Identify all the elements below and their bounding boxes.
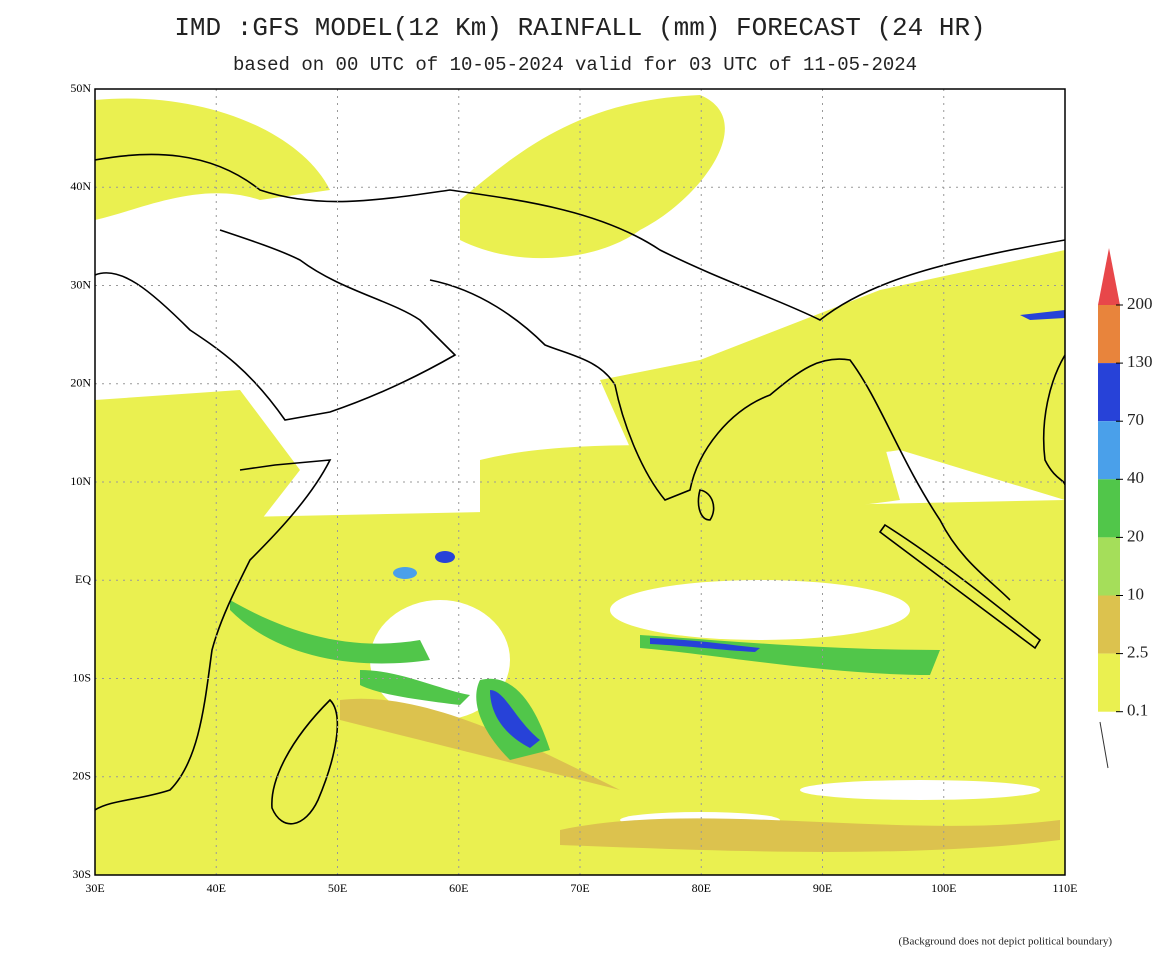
colorbar-swatch xyxy=(1098,653,1120,712)
rain-band xyxy=(360,670,470,705)
rain-field xyxy=(560,818,1060,852)
coastline xyxy=(878,523,1042,650)
rain-band xyxy=(230,600,430,664)
colorbar-triangle xyxy=(1098,248,1120,305)
colorbar-swatch xyxy=(1098,363,1120,422)
dry-area xyxy=(610,580,910,640)
lon-label: 30E xyxy=(85,881,104,895)
subtitle: based on 00 UTC of 10-05-2024 valid for … xyxy=(233,54,917,76)
graticule xyxy=(95,89,1065,875)
colorbar-label: 20 xyxy=(1127,526,1144,545)
coastline xyxy=(271,698,339,825)
lat-label: 20N xyxy=(70,376,91,390)
coastline xyxy=(429,279,1011,601)
lon-label: 70E xyxy=(570,881,589,895)
coastline xyxy=(1042,354,1065,486)
colorbar-label: 10 xyxy=(1127,584,1144,603)
colorbar-label: 130 xyxy=(1127,352,1153,371)
coastline xyxy=(697,489,715,521)
rain-field xyxy=(460,95,725,259)
lat-label: 30S xyxy=(72,867,91,881)
lat-label: 20S xyxy=(72,769,91,783)
lon-label: 100E xyxy=(931,881,956,895)
rain-core xyxy=(435,551,455,563)
lon-label: 80E xyxy=(692,881,711,895)
lon-label: 40E xyxy=(207,881,226,895)
colorbar-label: 200 xyxy=(1127,294,1153,313)
lat-label: 10N xyxy=(70,474,91,488)
dry-area xyxy=(800,780,1040,800)
colorbar-swatch xyxy=(1098,595,1120,654)
coastline xyxy=(95,153,1065,321)
lat-label: EQ xyxy=(75,572,91,586)
colorbar-label: 2.5 xyxy=(1127,643,1148,662)
title: IMD :GFS MODEL(12 Km) RAINFALL (mm) FORE… xyxy=(174,13,985,43)
lat-label: 50N xyxy=(70,81,91,95)
colorbar-pointer xyxy=(1099,721,1109,769)
colorbar-swatch xyxy=(1098,421,1120,480)
colorbar-label: 0.1 xyxy=(1127,701,1148,720)
rain-field xyxy=(480,430,900,520)
colorbar-label: 70 xyxy=(1127,410,1144,429)
coastline xyxy=(95,229,457,421)
lon-label: 90E xyxy=(813,881,832,895)
lat-label: 30N xyxy=(70,277,91,291)
lon-label: 50E xyxy=(328,881,347,895)
lat-label: 10S xyxy=(72,670,91,684)
map-area xyxy=(95,89,1065,875)
colorbar-swatch xyxy=(1098,479,1120,538)
footnote: (Background does not depict political bo… xyxy=(898,936,1112,948)
colorbar-label: 40 xyxy=(1127,468,1144,487)
lon-label: 60E xyxy=(449,881,468,895)
rain-field xyxy=(95,98,330,220)
rain-core xyxy=(393,567,417,579)
colorbar-swatch xyxy=(1098,537,1120,596)
rain-core xyxy=(1020,310,1065,320)
axis-labels: 30E 40E 50E 60E 70E 80E 90E 100E 110E 50N 40N 30N 20… xyxy=(70,81,1077,895)
rain-field xyxy=(340,698,620,790)
colorbar: 200 130 70 40 20 10 2.5 0.1 xyxy=(1098,248,1153,769)
colorbar-swatch xyxy=(1098,305,1120,364)
rain-core xyxy=(490,690,540,748)
lon-label: 110E xyxy=(1053,881,1078,895)
rain-field xyxy=(600,250,1065,500)
rain-core xyxy=(650,638,760,652)
coastline xyxy=(95,459,332,811)
map-frame xyxy=(94,88,1066,876)
rain-field xyxy=(95,390,300,560)
lat-label: 40N xyxy=(70,179,91,193)
